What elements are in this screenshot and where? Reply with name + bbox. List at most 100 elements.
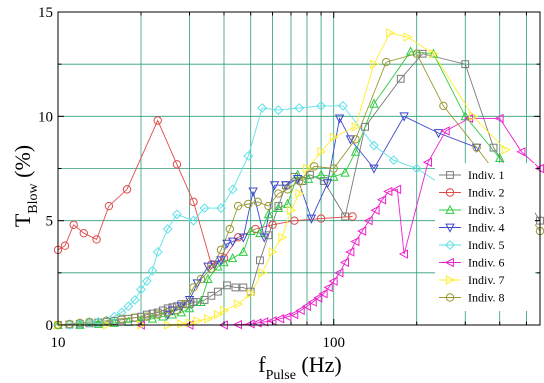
data-point-series-3 — [273, 202, 284, 213]
data-point-series-6 — [422, 157, 433, 167]
data-point-series-3 — [328, 171, 339, 181]
data-point-series-6 — [289, 309, 299, 320]
data-point-series-1 — [185, 300, 194, 309]
data-point-series-1 — [396, 74, 405, 83]
data-point-series-7 — [295, 188, 305, 199]
tick-labels: 10 100 0 5 10 15 — [38, 5, 345, 351]
data-point-series-1 — [200, 296, 209, 304]
data-point-series-5 — [162, 224, 173, 234]
data-point-series-6 — [274, 314, 285, 324]
data-point-series-2 — [92, 235, 101, 244]
x-axis-title-rest: (Hz) — [296, 352, 342, 377]
data-point-series-1 — [274, 202, 283, 210]
data-point-series-1 — [461, 60, 470, 69]
data-point-series-2 — [104, 201, 114, 211]
data-point-series-2 — [153, 116, 162, 125]
data-point-series-7 — [501, 145, 511, 155]
data-point-series-3 — [460, 111, 470, 121]
data-point-series-3 — [238, 246, 249, 256]
data-point-series-3 — [405, 46, 416, 56]
data-point-series-5 — [316, 100, 327, 111]
data-point-series-3 — [176, 307, 187, 317]
data-point-series-3 — [227, 252, 238, 263]
data-point-series-6 — [357, 226, 367, 236]
data-point-series-3 — [340, 167, 350, 177]
data-point-series-8 — [216, 245, 226, 255]
legend-marker — [446, 275, 456, 285]
data-point-series-2 — [290, 216, 299, 225]
data-point-series-2 — [189, 197, 198, 207]
data-point-series-6 — [307, 297, 317, 307]
data-point-series-5 — [273, 105, 284, 115]
data-point-series-4 — [222, 239, 232, 249]
data-point-series-6 — [328, 276, 338, 286]
data-point-series-5 — [74, 319, 85, 329]
data-point-series-6 — [516, 147, 526, 157]
data-point-series-5 — [123, 301, 134, 312]
legend-box — [435, 163, 535, 311]
data-point-series-6 — [295, 305, 305, 316]
data-point-series-4 — [433, 129, 444, 139]
data-point-series-5 — [129, 295, 140, 305]
data-point-series-5 — [141, 276, 152, 287]
data-point-series-6 — [350, 236, 360, 247]
data-point-series-2 — [79, 228, 88, 238]
data-point-series-8 — [253, 197, 262, 207]
data-point-series-1 — [418, 49, 427, 58]
data-point-series-5 — [294, 103, 305, 113]
data-point-series-5 — [116, 307, 127, 318]
data-point-series-4 — [227, 237, 238, 247]
data-point-series-3 — [292, 169, 303, 179]
data-point-series-4 — [399, 112, 409, 122]
data-point-series-4 — [162, 310, 173, 320]
y-axis-title-sub: Blow — [26, 182, 41, 213]
data-point-series-4 — [216, 256, 226, 266]
legend-label: Indiv. 1 — [468, 168, 505, 182]
legend-marker — [446, 171, 454, 179]
data-point-series-1 — [231, 283, 240, 292]
data-point-series-7 — [329, 132, 340, 142]
data-point-series-1 — [264, 231, 273, 240]
data-point-series-7 — [403, 32, 413, 42]
data-point-series-5 — [243, 151, 254, 161]
data-point-series-7 — [213, 309, 224, 320]
y-axis-title-rest: (%) — [10, 145, 35, 183]
data-point-series-5 — [93, 316, 104, 327]
series-line-8 — [57, 53, 541, 326]
data-point-series-6 — [391, 184, 402, 195]
data-point-series-1 — [361, 122, 370, 131]
data-point-series-3 — [109, 317, 119, 327]
data-point-series-4 — [176, 302, 187, 312]
series-line-6 — [141, 117, 541, 326]
ticks — [57, 11, 540, 326]
data-point-series-1 — [207, 291, 216, 300]
y-tick-label: 15 — [38, 5, 53, 21]
data-point-series-7 — [469, 111, 479, 122]
data-point-series-7 — [220, 305, 230, 316]
data-point-series-1 — [223, 281, 231, 290]
data-point-series-2 — [219, 254, 229, 263]
legend-marker — [445, 240, 455, 250]
data-point-series-7 — [193, 316, 203, 326]
data-point-series-4 — [167, 306, 178, 316]
legend-label: Indiv. 3 — [468, 203, 505, 217]
data-point-series-4 — [269, 181, 280, 191]
data-point-series-8 — [329, 164, 338, 173]
data-point-series-8 — [163, 308, 172, 317]
data-point-series-3 — [203, 273, 213, 283]
data-point-series-6 — [345, 247, 355, 257]
data-point-series-6 — [494, 113, 504, 124]
data-point-series-1 — [290, 172, 299, 181]
legend-label: Indiv. 6 — [468, 256, 505, 270]
data-point-series-4 — [184, 296, 195, 306]
data-point-series-8 — [233, 201, 243, 211]
data-point-series-8 — [130, 313, 140, 322]
data-point-series-6 — [323, 282, 333, 293]
data-point-series-7 — [370, 59, 380, 69]
data-point-series-7 — [258, 268, 268, 278]
data-point-series-7 — [386, 28, 396, 38]
data-point-series-3 — [316, 169, 326, 179]
data-point-series-7 — [204, 314, 214, 324]
data-point-series-1 — [239, 283, 248, 292]
x-tick-label: 100 — [322, 335, 345, 351]
